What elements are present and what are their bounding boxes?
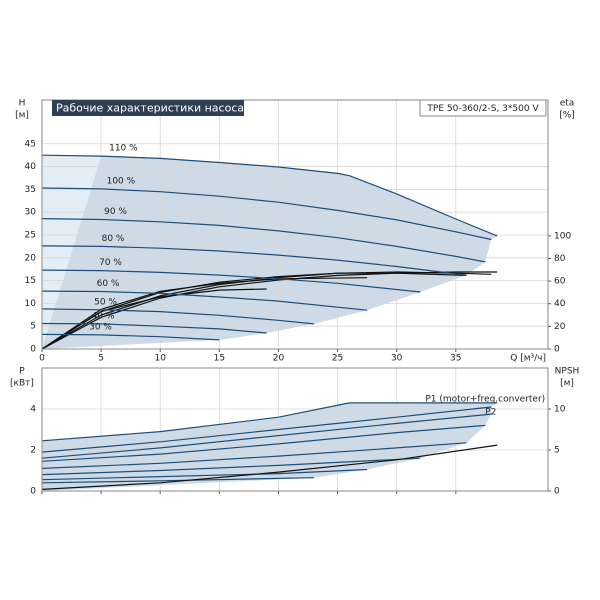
performance-curve (41, 477, 314, 484)
performance-curve (41, 218, 486, 263)
y2-tick-label: 0 (554, 487, 560, 497)
curve-label: 110 % (109, 144, 138, 154)
x-axis-label: Q [м³/ч] (510, 354, 546, 364)
performance-curve (41, 442, 467, 469)
performance-curve (41, 457, 421, 476)
performance-curve (41, 413, 492, 459)
performance-curve (41, 322, 267, 334)
y-axis-label: H (19, 99, 26, 109)
curve-label: 50 % (94, 297, 117, 307)
y-tick-label: 0 (30, 487, 36, 497)
light-region (42, 155, 102, 349)
y-tick-label: 30 (25, 208, 37, 218)
x-tick-label: 0 (39, 354, 45, 364)
performance-curve (41, 154, 498, 237)
y-tick-label: 45 (25, 139, 36, 149)
y-tick-label: 4 (30, 405, 36, 415)
y-tick-label: 2 (30, 446, 36, 456)
y-axis-unit: [м] (15, 111, 29, 121)
performance-curve (41, 269, 421, 293)
y2-tick-label: 20 (554, 322, 566, 332)
performance-curve (41, 187, 492, 241)
y2-axis-label: eta (560, 99, 575, 109)
y2-tick-label: 60 (554, 277, 566, 287)
performance-curve (41, 308, 314, 325)
curve-label: 80 % (102, 234, 125, 244)
y-axis-label: P (19, 367, 25, 377)
y2-axis-unit: [%] (559, 111, 575, 121)
plot-frame (41, 99, 549, 350)
performance-curve (41, 333, 220, 341)
plot-frame (41, 367, 549, 492)
y2-axis-unit: [м] (560, 379, 574, 389)
chart-title: Рабочие характеристики насоса (56, 102, 244, 115)
curve-label: 70 % (99, 258, 122, 268)
y-tick-label: 35 (25, 185, 36, 195)
y-tick-label: 15 (25, 276, 36, 286)
y2-tick-label: 40 (554, 299, 566, 309)
x-tick-label: 10 (154, 354, 166, 364)
model-box (419, 99, 547, 117)
model-label: TPE 50-360/2-S, 3*500 V (426, 104, 539, 114)
x-tick-label: 35 (450, 354, 461, 364)
x-tick-label: 15 (214, 354, 225, 364)
performance-curve (41, 468, 368, 481)
y2-tick-label: 10 (554, 405, 566, 415)
y-tick-label: 0 (30, 345, 36, 355)
curve-label: P2 (485, 408, 496, 418)
y-axis-unit: [кВт] (10, 379, 34, 389)
y2-tick-label: 100 (554, 231, 571, 241)
y2-tick-label: 80 (554, 254, 566, 264)
x-tick-label: 5 (98, 354, 104, 364)
title-box (52, 100, 244, 116)
performance-curve (41, 402, 498, 442)
performance-curve (41, 290, 368, 311)
curve-label: 100 % (107, 176, 136, 186)
x-tick-label: 25 (332, 354, 343, 364)
operating-region (42, 155, 498, 349)
curve-label: P1 (motor+freq.converter) (425, 394, 545, 404)
performance-curve (41, 245, 467, 276)
curve-label: 30 % (89, 322, 112, 332)
performance-curve (41, 424, 486, 462)
y-tick-label: 10 (25, 299, 37, 309)
y2-tick-label: 0 (554, 345, 560, 355)
curve-label: 90 % (104, 207, 127, 217)
y-tick-label: 5 (30, 322, 36, 332)
y-tick-label: 20 (25, 253, 37, 263)
npsh-curve (41, 444, 498, 490)
y2-axis-label: NPSH (555, 367, 580, 377)
performance-curve (41, 406, 492, 453)
efficiency-curve (41, 277, 368, 350)
x-tick-label: 20 (273, 354, 285, 364)
y2-tick-label: 5 (554, 446, 560, 456)
curve-label: 60 % (97, 279, 120, 289)
y-tick-label: 25 (25, 230, 36, 240)
x-tick-label: 30 (391, 354, 403, 364)
efficiency-curve (41, 272, 467, 350)
y-tick-label: 40 (25, 162, 37, 172)
efficiency-curve (41, 271, 492, 350)
curve-label: 40 % (92, 311, 115, 321)
